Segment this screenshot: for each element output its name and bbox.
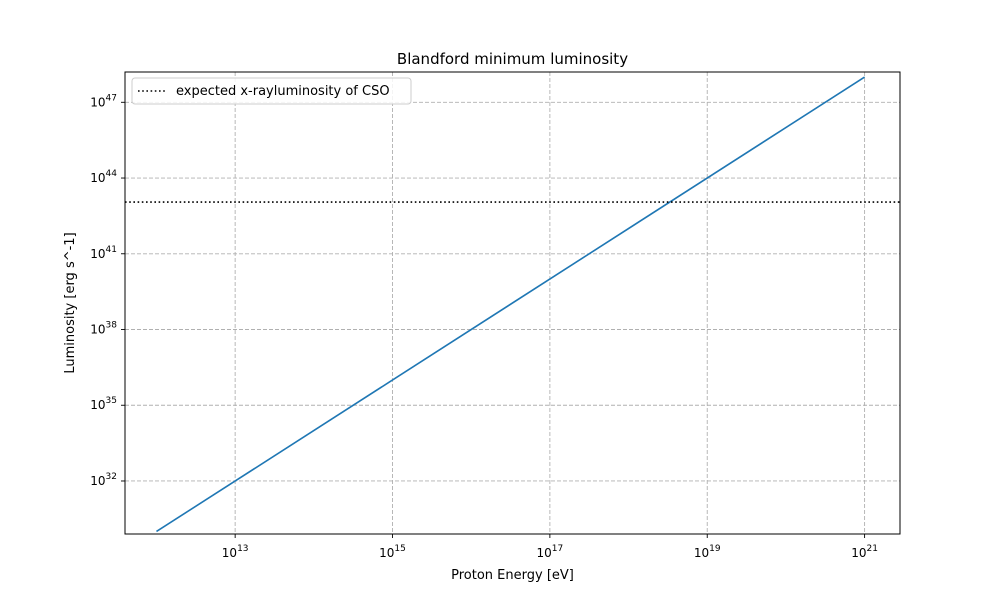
x-tick-label: 1017 [537,544,564,560]
series-layer [125,76,900,533]
y-tick-label: 1044 [90,169,117,185]
x-tick-label: 1013 [222,544,249,560]
grid-layer [125,72,900,534]
tick-layer: 1013 1015 1017 1019 1021 1032 1035 1038 1041 1044… [90,93,878,560]
x-tick-label: 1019 [694,544,721,560]
y-tick-label: 1041 [90,245,117,261]
x-tick-label: 1021 [851,544,878,560]
legend: expected x-rayluminosity of CSO [131,77,412,105]
y-tick-label: 1035 [90,396,117,412]
plot-frame [124,71,901,535]
y-axis-label: Luminosity [erg s^-1] [63,232,78,373]
x-axis-label: Proton Energy [eV] [451,568,574,583]
y-tick-label: 1038 [90,321,117,337]
y-tick-label: 1047 [90,93,117,109]
y-tick-label: 1032 [90,472,117,488]
chart-title: Blandford minimum luminosity [397,50,628,68]
series-line-luminosity [156,76,866,533]
x-tick-label: 1015 [379,544,406,560]
legend-label-cso: expected x-rayluminosity of CSO [176,84,390,99]
legend-box [131,77,412,105]
